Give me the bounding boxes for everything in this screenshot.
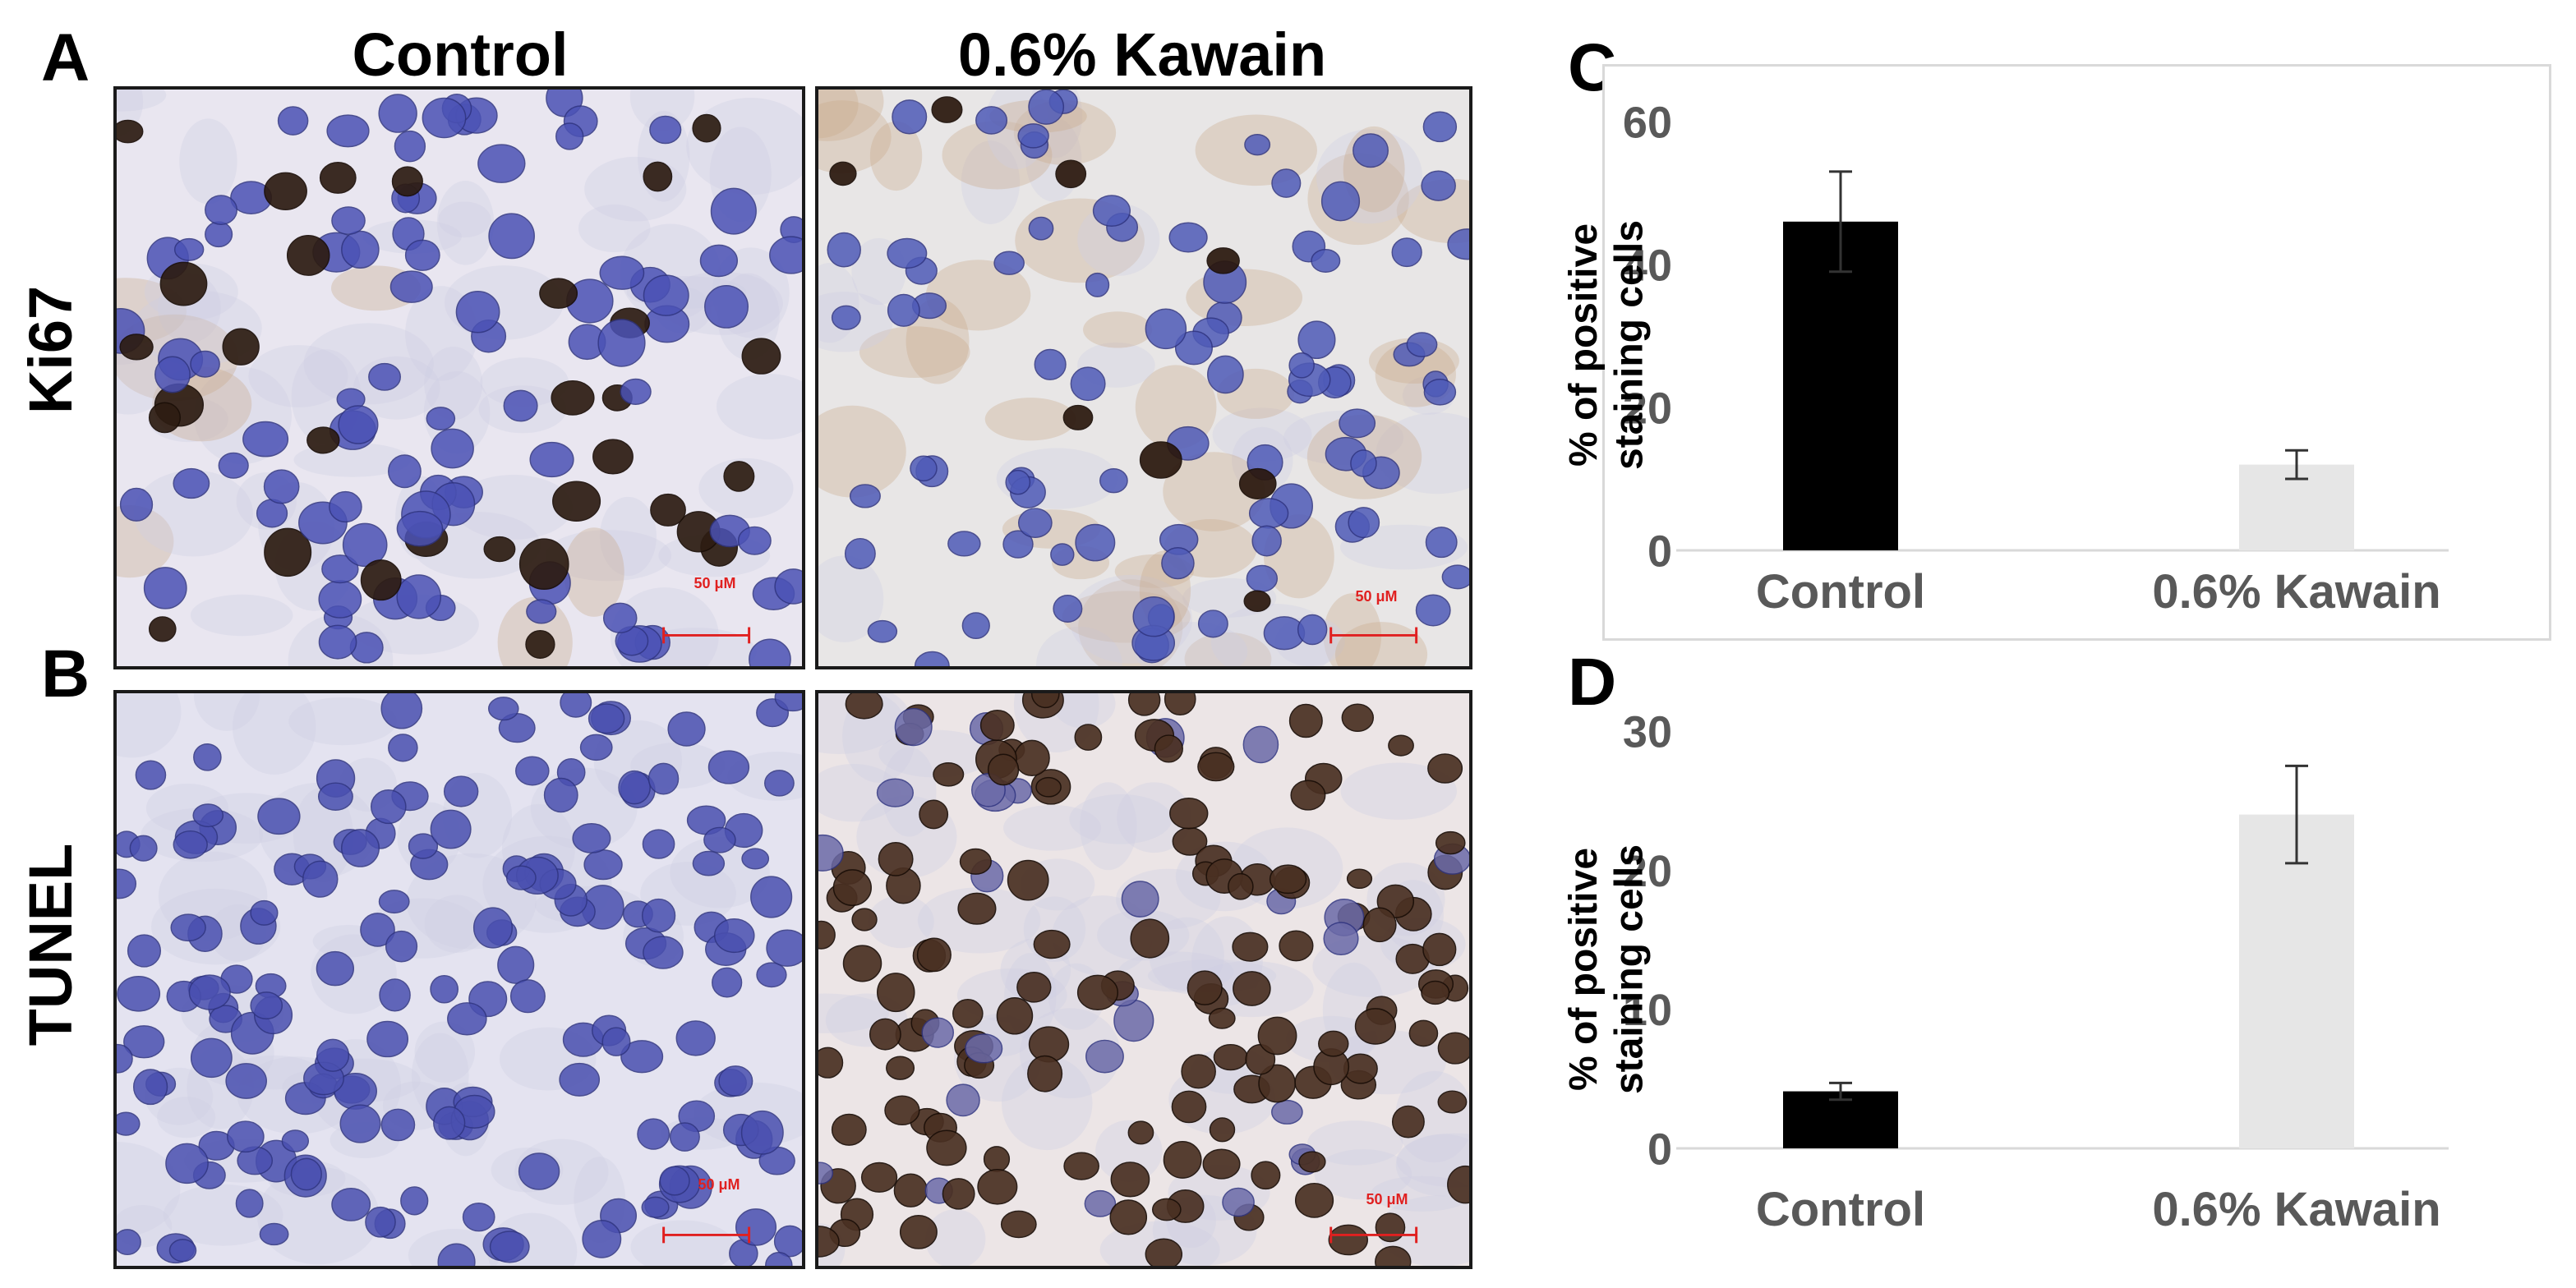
chart-c-error-bar-kawain (2285, 448, 2308, 481)
chart-c: 0 20 40 60 % of positive staining cells Contro… (1562, 98, 2449, 619)
chart-d-error-bar-control (1829, 1081, 1852, 1102)
chart-d: 0 10 20 30 % of positive staining cells Contro… (1562, 707, 2449, 1236)
chart-d-y-axis-label-line: % of positive (1562, 848, 1606, 1091)
micrograph-tunel-control-image (117, 693, 802, 1266)
chart-c-error-bar-control (1829, 170, 1852, 274)
scale-bar-label-tunel-control: 50 μM (698, 1176, 740, 1193)
panel-label-a: A (41, 21, 90, 95)
chart-c-category-label: 0.6% Kawain (2152, 565, 2440, 619)
chart-c-bar-control (1783, 221, 1898, 550)
micrograph-tunel-kawain-image (818, 693, 1469, 1266)
chart-c-y-tick-label: 20 (1623, 384, 1672, 433)
column-header-control: Control (352, 21, 569, 89)
micrograph-tunel-kawain (815, 690, 1472, 1269)
scale-bar-label-tunel-kawain: 50 μM (1366, 1191, 1408, 1208)
chart-c-y-axis-label-line: % of positive (1562, 223, 1606, 467)
chart-c-y-tick-label: 60 (1623, 98, 1672, 147)
micrograph-ki67-kawain-image (818, 90, 1469, 666)
chart-d-category-label: Control (1756, 1183, 1925, 1236)
chart-c-category-label: Control (1756, 565, 1925, 619)
chart-d-error-bar-kawain (2285, 764, 2308, 865)
scale-bar-label-ki67-kawain: 50 μM (1355, 588, 1398, 605)
chart-d-y-axis-label-line: staining cells (1607, 844, 1651, 1094)
chart-c-y-axis-label-line: staining cells (1607, 220, 1651, 470)
chart-d-bar-kawain (2239, 814, 2354, 1148)
micrograph-tunel-control (113, 690, 805, 1269)
chart-c-y-tick-label: 40 (1623, 241, 1672, 290)
scale-bar-label-ki67-control: 50 μM (694, 575, 736, 591)
micrograph-ki67-control (113, 86, 805, 669)
chart-d-y-axis-label: % of positive staining cells (1562, 844, 1651, 1094)
chart-d-y-tick-label: 30 (1623, 707, 1672, 757)
chart-d-y-tick-label: 20 (1623, 847, 1672, 896)
panel-label-b: B (41, 637, 90, 711)
row-header-tunel: TUNEL (16, 843, 85, 1046)
chart-d-category-label: 0.6% Kawain (2152, 1183, 2440, 1236)
micrograph-ki67-control-image (117, 90, 802, 666)
column-header-kawain: 0.6% Kawain (957, 21, 1327, 89)
chart-c-y-tick-label: 0 (1647, 527, 1672, 576)
chart-c-y-axis-label: % of positive staining cells (1562, 220, 1651, 470)
chart-d-y-tick-label: 10 (1623, 986, 1672, 1035)
chart-d-y-tick-label: 0 (1647, 1125, 1672, 1174)
row-header-ki67: Ki67 (16, 285, 85, 415)
panel-label-d: D (1568, 645, 1617, 720)
chart-c-frame (1602, 64, 2551, 641)
micrograph-ki67-kawain (815, 86, 1472, 669)
